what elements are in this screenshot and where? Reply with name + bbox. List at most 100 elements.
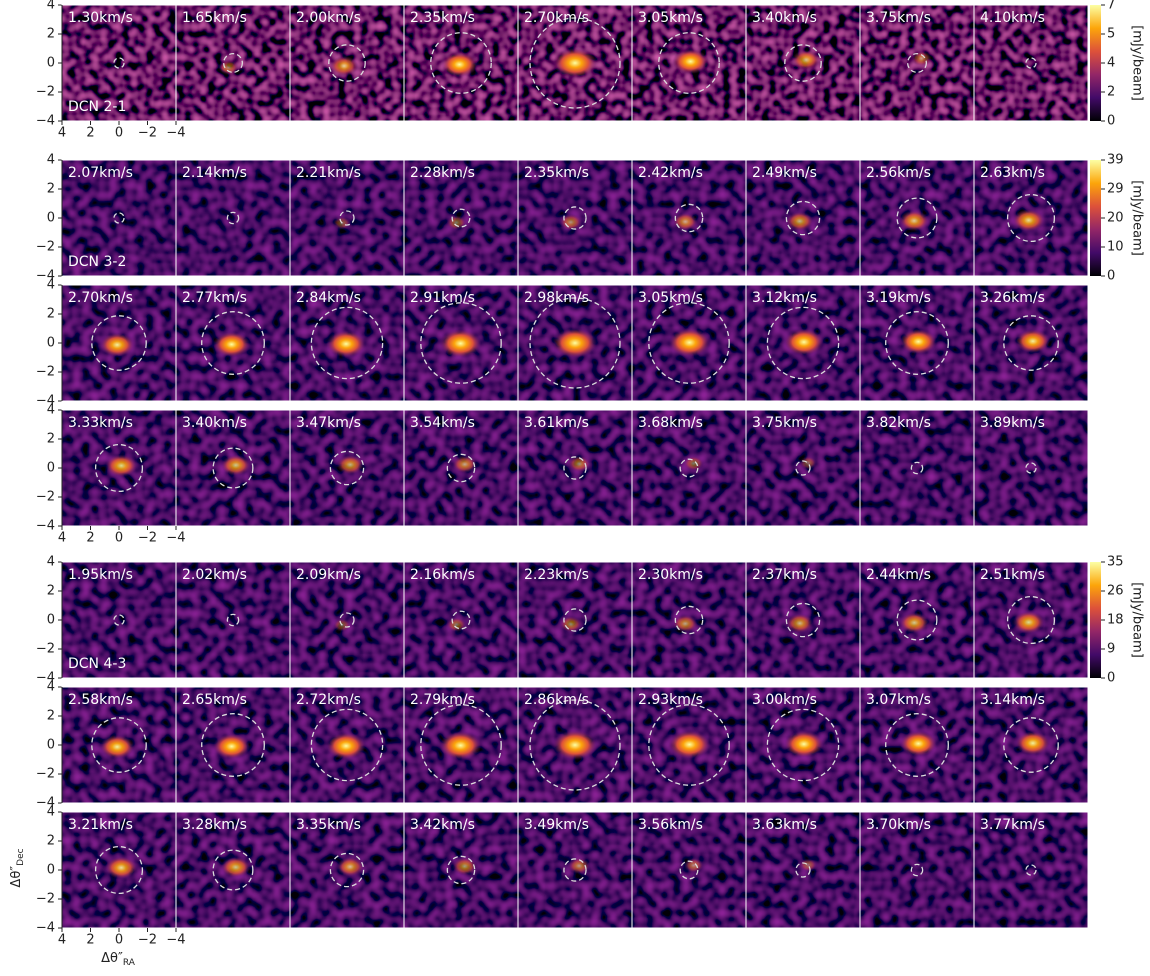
velocity-label: 1.30km/s bbox=[68, 10, 133, 26]
colorbar-tick-label: 5 bbox=[1107, 27, 1115, 42]
mask-contour bbox=[420, 704, 502, 786]
panel-frame bbox=[973, 159, 1089, 277]
emission bbox=[792, 50, 820, 70]
mask-contour bbox=[766, 708, 840, 782]
colorbar-tick-label: 35 bbox=[1107, 555, 1124, 570]
velocity-label: 1.65km/s bbox=[182, 10, 247, 26]
velocity-label: 3.63km/s bbox=[752, 817, 817, 833]
emission bbox=[683, 456, 704, 471]
mask-contour bbox=[113, 57, 125, 69]
velocity-label: 3.47km/s bbox=[296, 415, 361, 431]
emission bbox=[683, 858, 704, 873]
mask-contour bbox=[94, 845, 144, 895]
emission bbox=[786, 613, 814, 633]
emission bbox=[221, 454, 251, 476]
y-tick-label: −2 bbox=[36, 240, 55, 255]
y-tick-label: 4 bbox=[47, 0, 55, 13]
panel-noise bbox=[860, 812, 974, 928]
velocity-label: 2.77km/s bbox=[182, 290, 247, 306]
mask-contour bbox=[648, 302, 730, 384]
emission bbox=[105, 454, 138, 477]
colorbar bbox=[1090, 5, 1101, 121]
emission bbox=[1015, 731, 1050, 756]
colorbar-label: [mJy/beam] bbox=[1130, 180, 1145, 256]
velocity-label: 2.72km/s bbox=[296, 692, 361, 708]
x-tick-label: −2 bbox=[138, 933, 157, 948]
emission bbox=[799, 858, 817, 872]
emission bbox=[100, 332, 135, 357]
emission bbox=[559, 214, 582, 231]
mask-contour bbox=[339, 210, 355, 226]
colorbar-tick-label: 9 bbox=[1107, 642, 1115, 657]
velocity-label: 2.00km/s bbox=[296, 10, 361, 26]
colorbar-tick-label: 0 bbox=[1107, 671, 1115, 686]
y-tick-label: −2 bbox=[36, 490, 55, 505]
mask-contour bbox=[226, 211, 240, 225]
velocity-label: 2.56km/s bbox=[866, 165, 931, 181]
emission bbox=[446, 215, 467, 230]
mask-contour bbox=[906, 52, 928, 74]
velocity-label: 2.70km/s bbox=[68, 290, 133, 306]
colorbar-tick-label: 4 bbox=[1107, 56, 1115, 71]
emission bbox=[452, 455, 477, 474]
mask-contour bbox=[795, 460, 811, 476]
emission bbox=[559, 616, 582, 633]
y-tick-label: 4 bbox=[47, 403, 55, 418]
velocity-label: 3.07km/s bbox=[866, 692, 931, 708]
mask-contour bbox=[201, 713, 265, 777]
mask-contour bbox=[785, 602, 821, 638]
colorbar-tick-label: 39 bbox=[1107, 153, 1124, 168]
velocity-label: 3.40km/s bbox=[182, 415, 247, 431]
line-label: DCN 4-3 bbox=[68, 656, 126, 672]
velocity-label: 2.42km/s bbox=[638, 165, 703, 181]
mask-contour bbox=[563, 858, 587, 882]
x-tick-label: 0 bbox=[115, 531, 123, 546]
mask-contour bbox=[658, 32, 720, 94]
colorbar bbox=[1090, 160, 1101, 276]
velocity-label: 2.02km/s bbox=[182, 567, 247, 583]
mask-contour bbox=[529, 699, 621, 791]
colorbar-tick-label: 18 bbox=[1107, 613, 1124, 628]
mask-contour bbox=[91, 717, 147, 773]
mask-contour bbox=[329, 450, 365, 486]
colorbar-tick-label: 7 bbox=[1107, 0, 1115, 13]
mask-contour bbox=[784, 44, 822, 82]
emission bbox=[673, 614, 698, 633]
mask-contour bbox=[563, 206, 587, 230]
velocity-label: 3.56km/s bbox=[638, 817, 703, 833]
x-tick-label: 4 bbox=[58, 126, 66, 141]
y-label-symbol: Δθ″ bbox=[9, 866, 24, 888]
x-tick-label: 0 bbox=[115, 126, 123, 141]
colorbar-tick-label: 0 bbox=[1107, 114, 1115, 129]
velocity-label: 3.89km/s bbox=[980, 415, 1045, 431]
velocity-label: 2.21km/s bbox=[296, 165, 361, 181]
line-label: DCN 2-1 bbox=[68, 99, 126, 115]
emission bbox=[673, 212, 698, 231]
velocity-label: 2.63km/s bbox=[980, 165, 1045, 181]
velocity-label: 2.84km/s bbox=[296, 290, 361, 306]
y-tick-label: −2 bbox=[36, 85, 55, 100]
colorbar-tick-label: 2 bbox=[1107, 85, 1115, 100]
y-tick-label: −2 bbox=[36, 365, 55, 380]
velocity-label: 2.23km/s bbox=[524, 567, 589, 583]
mask-contour bbox=[910, 461, 924, 475]
velocity-label: 2.14km/s bbox=[182, 165, 247, 181]
velocity-label: 3.28km/s bbox=[182, 817, 247, 833]
velocity-label: 2.07km/s bbox=[68, 165, 133, 181]
panel-frame bbox=[973, 4, 1089, 122]
emission bbox=[672, 49, 709, 74]
velocity-label: 3.19km/s bbox=[866, 290, 931, 306]
velocity-label: 4.10km/s bbox=[980, 10, 1045, 26]
emission bbox=[336, 857, 364, 877]
x-axis-label: Δθ″RA bbox=[101, 951, 136, 968]
mask-contour bbox=[563, 608, 587, 632]
y-tick-label: 0 bbox=[47, 56, 55, 71]
emission bbox=[900, 730, 937, 757]
emission bbox=[446, 617, 467, 632]
emission bbox=[900, 328, 937, 355]
y-tick-label: 2 bbox=[47, 584, 55, 599]
x-tick-label: −2 bbox=[138, 126, 157, 141]
panel-frame bbox=[973, 811, 1089, 929]
velocity-label: 3.68km/s bbox=[638, 415, 703, 431]
y-tick-label: 2 bbox=[47, 432, 55, 447]
